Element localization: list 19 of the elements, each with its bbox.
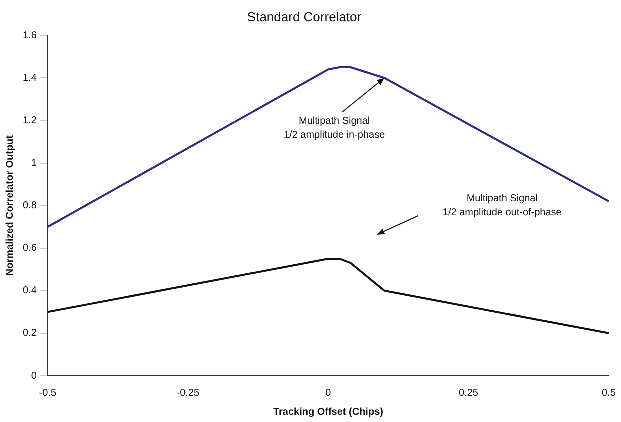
annotation: Multipath Signal 1/2 amplitude out-of-phase [442, 194, 562, 219]
annotation: Multipath Signal 1/2 amplitude in-phase [284, 116, 386, 141]
y-tick-label: 1.4 [22, 72, 38, 84]
y-tick-label: 1.2 [22, 115, 38, 126]
x-tick-label: -0.5 [39, 388, 57, 399]
x-tick-label: 0.25 [458, 388, 479, 399]
y-tick-label: 0.2 [22, 328, 38, 340]
y-tick-label: 1.6 [22, 30, 38, 42]
x-axis-title: Tracking Offset (Chips) [273, 406, 384, 418]
y-tick-label: 0 [31, 370, 38, 382]
y-tick-label: 0.4 [22, 286, 38, 297]
x-tick-label: 0 [326, 388, 332, 399]
y-tick-label: 0.8 [22, 200, 38, 212]
y-tick-label: 1 [31, 158, 38, 169]
y-axis-title: Normalized Correlator Output [4, 134, 16, 276]
x-tick-label: 0.5 [602, 388, 616, 399]
x-tick-label: -0.25 [176, 388, 200, 399]
chart-title: Standard Correlator [247, 9, 362, 24]
y-tick-label: 0.6 [22, 243, 38, 254]
